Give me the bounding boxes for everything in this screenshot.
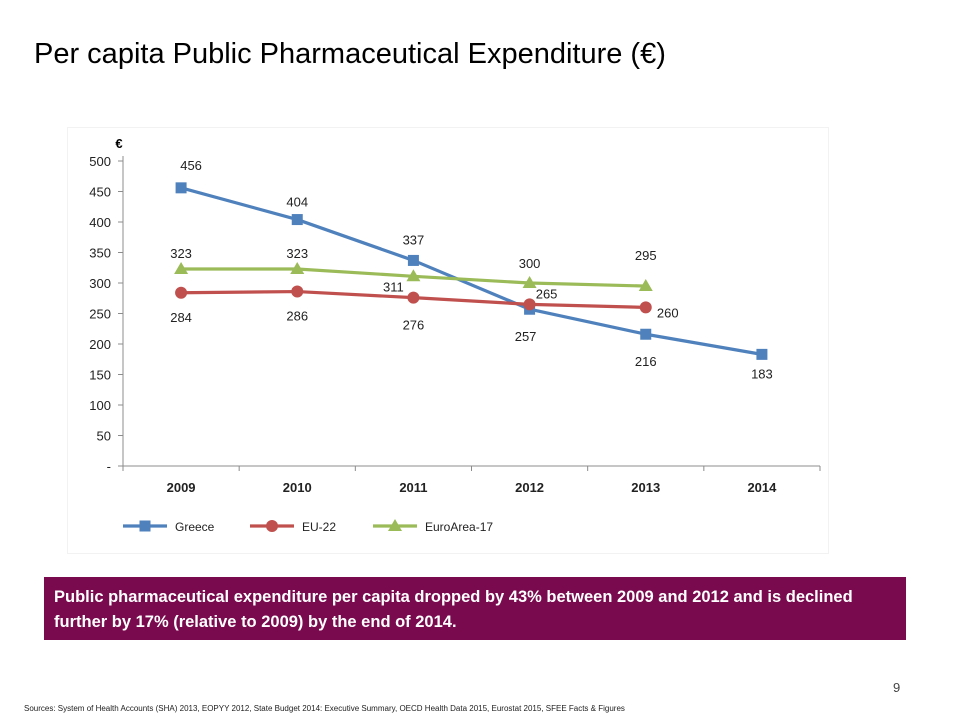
data-label-greece: 183	[751, 366, 773, 381]
data-label-eu-22: 284	[170, 310, 192, 325]
slide-title: Per capita Public Pharmaceutical Expendi…	[34, 38, 666, 70]
x-tick-label: 2014	[747, 480, 777, 495]
x-tick-label: 2012	[515, 480, 544, 495]
data-point-greece	[175, 182, 187, 194]
y-tick-label: 500	[89, 154, 111, 169]
data-label-euroarea-17: 323	[170, 246, 192, 261]
data-label-euroarea-17: 295	[635, 248, 657, 263]
data-label-greece: 216	[635, 354, 657, 369]
legend-label-eu-22: EU-22	[302, 520, 336, 534]
sources-note: Sources: System of Health Accounts (SHA)…	[24, 704, 625, 713]
data-label-eu-22: 260	[657, 305, 679, 320]
page-number: 9	[893, 680, 901, 695]
x-tick-label: 2013	[631, 480, 660, 495]
y-tick-label: 50	[97, 429, 111, 444]
data-point-greece	[640, 328, 652, 340]
data-point-eu-22	[639, 301, 652, 314]
x-tick-label: 2011	[399, 480, 427, 495]
legend-marker	[266, 520, 278, 532]
data-label-eu-22: 286	[286, 309, 308, 324]
data-label-greece: 257	[515, 329, 537, 344]
y-tick-label: 400	[89, 215, 111, 230]
y-tick-label: 350	[89, 246, 111, 261]
x-tick-label: 2010	[283, 480, 312, 495]
y-tick-label: 100	[89, 398, 111, 413]
y-tick-label: 200	[89, 337, 111, 352]
data-label-eu-22: 276	[403, 318, 425, 333]
data-point-eu-22	[523, 298, 536, 311]
y-tick-label: -	[107, 459, 111, 474]
legend-marker	[139, 520, 151, 532]
y-tick-label: 300	[89, 276, 111, 291]
series-line-greece	[180, 186, 763, 356]
data-label-greece: 456	[180, 158, 202, 173]
y-tick-label: 150	[89, 368, 111, 383]
summary-callout: Public pharmaceutical expenditure per ca…	[44, 577, 906, 640]
chart-panel: - 50 100 150 200 250 300 350 400 450 500 2009 2010 20…	[68, 128, 828, 553]
y-tick-label: 450	[89, 185, 111, 200]
data-label-eu-22: 265	[536, 286, 558, 301]
y-axis-unit-label: €	[115, 136, 122, 151]
data-point-greece	[291, 214, 303, 226]
data-point-greece	[407, 254, 419, 266]
legend-marker	[388, 519, 402, 531]
data-label-euroarea-17: 311	[383, 279, 404, 294]
data-point-eu-22	[407, 291, 420, 304]
x-tick-label: 2009	[167, 480, 196, 495]
line-chart: - 50 100 150 200 250 300 350 400 450 500 2009 2010 20…	[89, 136, 821, 534]
data-point-eu-22	[175, 286, 188, 299]
data-point-euroarea-17	[406, 269, 421, 282]
data-point-euroarea-17	[174, 261, 189, 274]
data-point-eu-22	[291, 285, 304, 298]
data-point-euroarea-17	[290, 261, 305, 274]
data-label-greece: 337	[403, 232, 425, 247]
data-point-euroarea-17	[638, 279, 653, 292]
y-tick-label: 250	[89, 307, 111, 322]
data-point-euroarea-17	[522, 276, 537, 288]
data-label-euroarea-17: 300	[519, 256, 541, 271]
legend-label-euroarea-17: EuroArea-17	[425, 520, 493, 534]
data-label-greece: 404	[286, 195, 308, 210]
data-label-euroarea-17: 323	[286, 246, 308, 261]
data-point-greece	[756, 348, 768, 360]
legend-label-greece: Greece	[175, 520, 215, 534]
